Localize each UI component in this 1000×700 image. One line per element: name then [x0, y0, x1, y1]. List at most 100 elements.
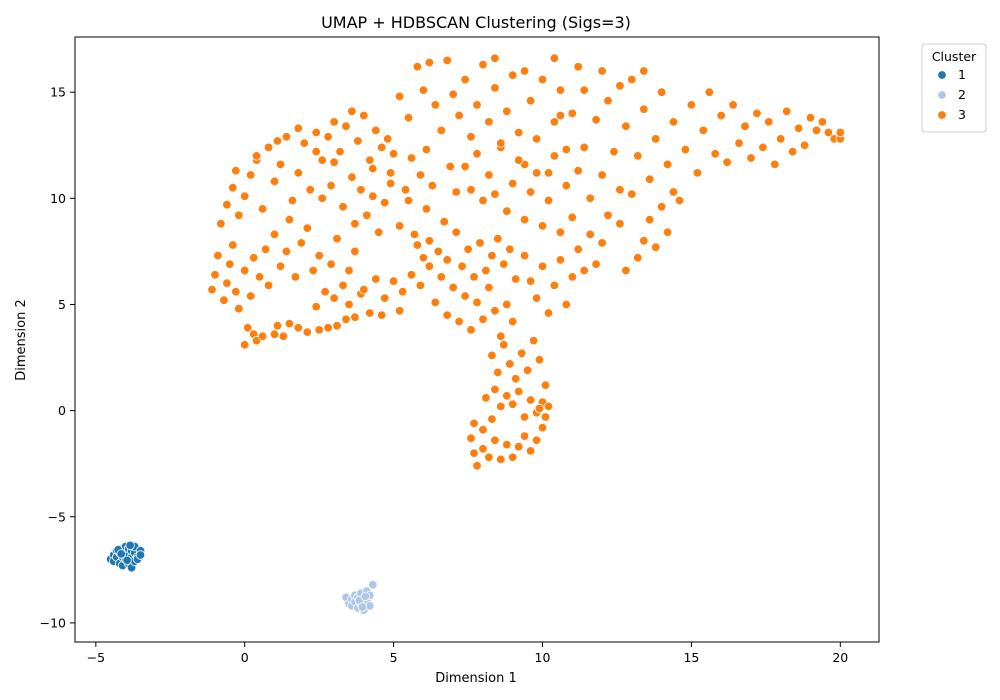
- data-point: [514, 155, 524, 165]
- data-point: [412, 240, 423, 250]
- data-point: [811, 125, 822, 136]
- data-point: [555, 255, 566, 265]
- data-point: [481, 393, 491, 403]
- data-point: [341, 314, 351, 325]
- data-point: [549, 151, 560, 161]
- data-point: [222, 278, 232, 288]
- data-point: [549, 117, 560, 127]
- data-point: [248, 253, 259, 263]
- data-point: [502, 206, 512, 216]
- data-point: [579, 85, 589, 95]
- data-point: [430, 297, 441, 308]
- data-point: [627, 74, 637, 85]
- data-point: [326, 180, 336, 191]
- data-point: [722, 157, 732, 167]
- data-point: [511, 374, 521, 384]
- data-point: [487, 414, 497, 424]
- data-point: [228, 240, 238, 250]
- data-point: [508, 399, 518, 409]
- data-point: [514, 386, 524, 397]
- data-point: [377, 310, 387, 320]
- data-point: [409, 229, 420, 240]
- data-point: [403, 112, 414, 123]
- data-point: [332, 321, 342, 331]
- data-point: [490, 83, 500, 93]
- data-point: [680, 144, 691, 155]
- data-point: [457, 261, 467, 272]
- data-point: [263, 280, 274, 291]
- data-point: [543, 308, 554, 318]
- data-point: [371, 274, 381, 284]
- x-tick-label: 0: [241, 650, 249, 665]
- data-point: [466, 325, 476, 335]
- data-point: [555, 227, 566, 238]
- data-point: [776, 134, 786, 144]
- data-point: [323, 323, 333, 333]
- data-point: [442, 55, 452, 66]
- data-point: [475, 238, 485, 248]
- data-point: [740, 121, 750, 131]
- points-layer: [105, 53, 846, 615]
- data-point: [561, 180, 572, 191]
- data-point: [415, 170, 426, 180]
- data-point: [490, 53, 500, 63]
- data-point: [239, 265, 250, 276]
- data-point: [519, 66, 530, 76]
- data-point: [549, 280, 560, 291]
- data-point: [245, 291, 256, 301]
- data-point: [365, 155, 375, 165]
- data-point: [365, 308, 375, 318]
- data-point: [472, 461, 482, 471]
- data-point: [242, 323, 253, 333]
- data-point: [293, 168, 304, 178]
- data-point: [519, 431, 530, 441]
- data-point: [525, 95, 536, 106]
- data-point: [710, 149, 720, 159]
- data-point: [615, 81, 625, 91]
- x-axis-label: Dimension 1: [435, 671, 517, 686]
- data-point: [609, 146, 619, 157]
- y-tick-label: 15: [50, 85, 66, 100]
- data-point: [519, 214, 530, 225]
- data-point: [514, 442, 524, 452]
- data-point: [353, 136, 363, 146]
- data-point: [272, 321, 283, 331]
- data-point: [207, 284, 217, 295]
- data-point: [540, 380, 551, 390]
- data-point: [573, 244, 583, 255]
- data-point: [484, 170, 494, 180]
- data-point: [466, 433, 476, 443]
- data-point: [275, 261, 286, 272]
- data-point: [579, 265, 589, 276]
- data-point: [555, 85, 566, 95]
- data-point: [823, 127, 834, 138]
- data-point: [287, 195, 298, 206]
- data-point: [299, 138, 310, 148]
- data-point: [514, 127, 524, 138]
- data-point: [311, 146, 321, 157]
- data-point: [537, 422, 548, 433]
- data-point: [356, 185, 366, 195]
- data-point: [555, 110, 566, 121]
- data-point: [394, 221, 405, 231]
- data-point: [397, 287, 408, 297]
- data-point: [591, 115, 601, 125]
- data-point: [478, 59, 488, 70]
- data-point: [347, 172, 357, 182]
- data-point: [317, 193, 327, 204]
- data-point: [116, 549, 126, 559]
- data-point: [525, 276, 536, 286]
- data-point: [234, 210, 244, 221]
- data-point: [472, 100, 482, 110]
- data-point: [314, 250, 324, 261]
- data-point: [505, 244, 515, 255]
- data-point: [621, 121, 631, 131]
- data-point: [585, 193, 595, 204]
- data-point: [257, 204, 268, 214]
- data-point: [335, 146, 345, 157]
- data-point: [323, 132, 333, 142]
- data-point: [460, 291, 470, 301]
- data-point: [332, 233, 342, 244]
- data-point: [359, 110, 369, 121]
- data-point: [633, 253, 643, 263]
